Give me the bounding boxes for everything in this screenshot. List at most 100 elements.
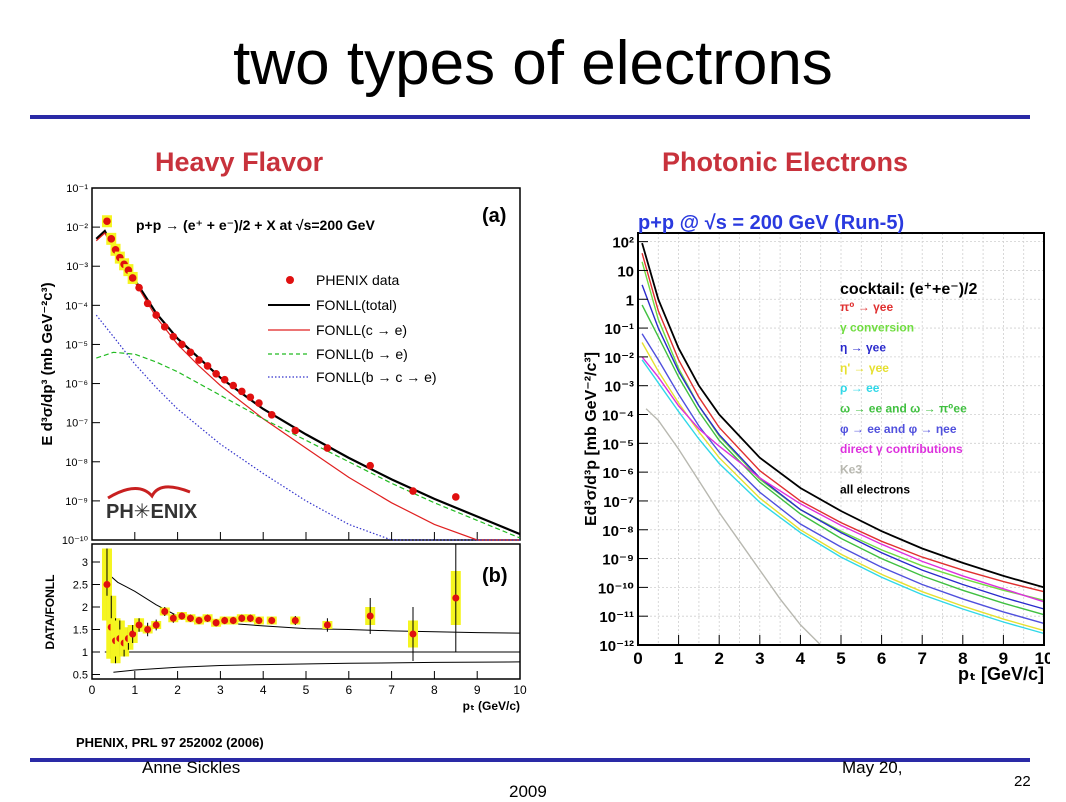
x-tick-label: 10 xyxy=(1035,649,1050,668)
x-tick-label: 6 xyxy=(345,683,352,697)
citation: PHENIX, PRL 97 252002 (2006) xyxy=(76,735,264,750)
y-tick-label: 10⁻² xyxy=(66,222,88,234)
y-tick-label: 10⁻⁹ xyxy=(602,552,634,569)
cocktail-legend-entry: φ → ee and φ → ηee xyxy=(840,422,957,436)
ratio-point xyxy=(238,614,246,622)
fonll-curve xyxy=(95,314,520,541)
data-point xyxy=(152,311,160,319)
cocktail-title: p+p @ √s = 200 GeV (Run-5) xyxy=(638,212,904,234)
y-tick-label: 10⁻³ xyxy=(604,379,634,396)
y-tick-label: 1 xyxy=(82,647,88,659)
cocktail-curve xyxy=(641,342,1045,632)
legend-marker-data xyxy=(286,276,294,284)
ratio-point xyxy=(212,619,220,627)
x-tick-label: 9 xyxy=(999,649,1008,668)
y-tick-label: 10⁻¹⁰ xyxy=(62,535,89,547)
y-tick-label: 0.5 xyxy=(73,670,88,682)
legend-label-total: FONLL(total) xyxy=(316,297,397,313)
cocktail-legend-entry: all electrons xyxy=(840,483,910,497)
data-point xyxy=(135,283,143,292)
x-tick-label: 5 xyxy=(836,649,845,668)
cocktail-curve xyxy=(641,242,1045,589)
ratio-point xyxy=(129,630,137,638)
x-tick-label: 2 xyxy=(714,649,723,668)
heading-heavy-flavor: Heavy Flavor xyxy=(155,147,324,177)
panel-b-x-axis-title: pₜ (GeV/c) xyxy=(463,699,520,713)
data-point xyxy=(212,369,220,378)
ratio-point xyxy=(144,626,152,633)
heavy-flavor-figure: 10⁻¹ 10⁻² 10⁻³ 10⁻⁴ 10⁻⁵ 10⁻⁶ 10⁻⁷ 10⁻⁸ 10⁻⁹ 10⁻¹… xyxy=(28,180,538,730)
footer-author: Anne Sickles xyxy=(142,758,241,777)
y-tick-label: 1 xyxy=(626,292,634,309)
title-divider xyxy=(30,115,1030,119)
logo-text: PH✳ENIX xyxy=(106,501,198,523)
y-tick-label: 10⁻⁴ xyxy=(65,300,88,312)
y-tick-label: 10⁻¹ xyxy=(66,183,88,195)
ratio-point xyxy=(178,612,186,620)
cocktail-legend-entry: Ke3 xyxy=(840,462,862,476)
cocktail-legend-entry: ρ → ee xyxy=(840,381,880,395)
cocktail-curve xyxy=(641,356,1045,603)
data-point xyxy=(203,362,212,370)
data-point xyxy=(128,274,137,282)
y-tick-label: 10⁻⁷ xyxy=(603,494,634,511)
legend-label-data: PHENIX data xyxy=(316,272,399,288)
data-point xyxy=(178,340,186,349)
x-tick-label: 2 xyxy=(174,683,181,697)
cocktail-y-axis-title: Ed³σ/d³p [mb GeV⁻²/c³] xyxy=(583,352,600,526)
panel-a-legend: PHENIX data FONLL(total) FONLL(c → e) FO… xyxy=(268,272,437,385)
x-tick-label: 0 xyxy=(633,649,642,668)
data-point xyxy=(169,332,178,341)
data-point xyxy=(229,381,238,390)
data-point xyxy=(143,299,152,308)
panel-b-ratio-points xyxy=(101,544,461,664)
y-tick-label: 10⁻⁸ xyxy=(65,457,88,469)
ratio-point xyxy=(452,594,460,602)
y-tick-label: 10⁻¹² xyxy=(599,638,634,655)
figure-background xyxy=(578,205,1050,695)
ratio-point xyxy=(229,617,237,624)
data-point xyxy=(160,323,169,331)
logo-swoosh xyxy=(107,485,191,500)
cocktail-legend-entry: γ conversion xyxy=(840,320,914,334)
panel-a-y-ticks: 10⁻¹ 10⁻² 10⁻³ 10⁻⁴ 10⁻⁵ 10⁻⁶ 10⁻⁷ 10⁻⁸ 10⁻⁹ 10⁻¹… xyxy=(62,183,521,547)
panel-b-y-axis-title: DATA/FONLL xyxy=(43,575,57,650)
cocktail-curves xyxy=(641,242,1045,646)
x-tick-label: 3 xyxy=(217,683,224,697)
ratio-point xyxy=(169,614,177,622)
ratio-point xyxy=(152,621,160,629)
heading-photonic-electrons: Photonic Electrons xyxy=(662,147,909,177)
legend-label-bottom: FONLL(b → e) xyxy=(316,346,408,362)
data-point xyxy=(103,217,111,226)
cocktail-curve xyxy=(641,359,1045,635)
x-tick-label: 1 xyxy=(674,649,683,668)
y-tick-label: 10⁻⁶ xyxy=(65,379,88,391)
fonll-band-line xyxy=(104,570,521,634)
y-tick-label: 10⁻² xyxy=(604,350,634,367)
cocktail-curve xyxy=(641,253,1045,593)
cocktail-legend-entry: η → γee xyxy=(840,341,886,355)
ratio-point xyxy=(409,630,417,638)
y-tick-label: 10⁻³ xyxy=(66,261,88,273)
y-tick-label: 10⁻¹¹ xyxy=(599,609,634,626)
panel-b-ticks: 0.5 1 1.5 2 2.5 3 0 1 2 3 4 5 6 7 8 9 10 xyxy=(73,557,527,697)
ratio-point xyxy=(268,617,276,624)
x-tick-label: 7 xyxy=(917,649,926,668)
ratio-point xyxy=(161,608,169,615)
data-point xyxy=(186,348,195,357)
x-tick-label: 8 xyxy=(431,683,438,697)
data-point xyxy=(246,393,255,402)
ratio-point xyxy=(246,614,254,622)
ratio-point xyxy=(291,617,299,624)
ratio-point xyxy=(195,617,203,624)
y-tick-label: 3 xyxy=(82,557,88,569)
y-tick-label: 1.5 xyxy=(73,625,88,637)
footer-date-line2: 2009 xyxy=(509,782,547,801)
cocktail-x-axis-title: pₜ [GeV/c] xyxy=(958,664,1044,684)
x-tick-label: 3 xyxy=(755,649,764,668)
ratio-point xyxy=(255,617,263,624)
ratio-point xyxy=(366,612,374,620)
y-tick-label: 10⁻¹ xyxy=(604,321,634,338)
ratio-point xyxy=(323,621,331,629)
data-point xyxy=(255,399,263,407)
